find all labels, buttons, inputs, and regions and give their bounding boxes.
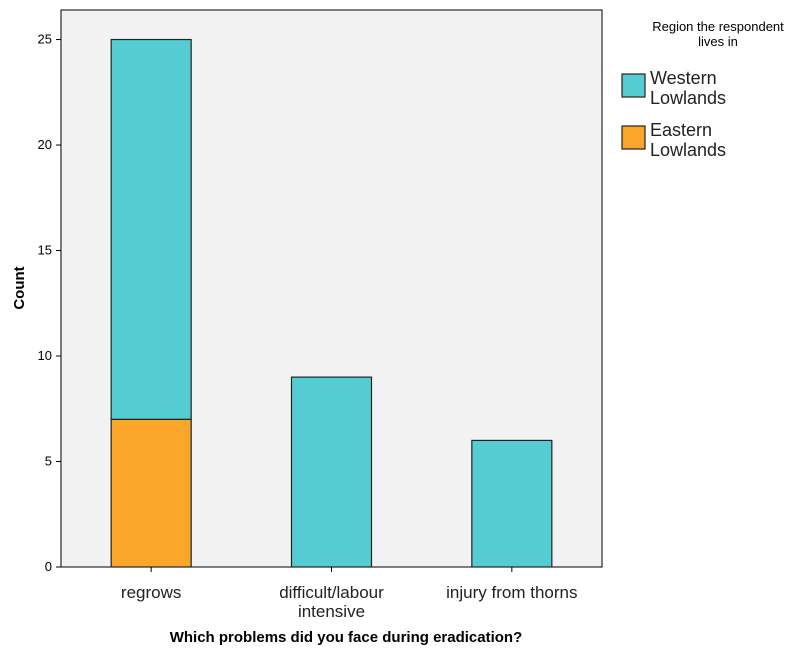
y-tick-label: 0: [45, 559, 52, 574]
x-tick-label: difficult/labour intensive: [279, 583, 384, 621]
legend-swatch: [621, 125, 646, 150]
y-axis: 0 5 10 15 20 25: [38, 32, 61, 574]
x-axis-title: Which problems did you face during eradi…: [170, 629, 523, 646]
legend-title: Region the respondent lives in: [652, 19, 784, 49]
bar-western-lowlands: [471, 439, 553, 568]
bar-eastern-lowlands: [110, 418, 192, 568]
x-tick-label: injury from thorns: [446, 583, 577, 602]
legend-label: Eastern Lowlands: [650, 120, 726, 160]
y-tick-label: 15: [38, 243, 52, 258]
y-axis-title: Count: [11, 266, 28, 309]
bar-western-lowlands: [110, 38, 192, 420]
y-tick-label: 20: [38, 137, 52, 152]
y-tick-label: 25: [38, 32, 52, 47]
bars-group: [110, 38, 553, 568]
y-tick-label: 10: [38, 348, 52, 363]
legend: Region the respondent lives in Western Lowl…: [621, 19, 784, 160]
bar-western-lowlands: [290, 376, 373, 568]
x-tick-label: regrows: [121, 583, 181, 602]
legend-label: Western Lowlands: [650, 68, 726, 108]
legend-swatch: [621, 73, 646, 98]
y-tick-label: 5: [45, 454, 52, 469]
x-axis: regrows difficult/labour intensive injury f…: [121, 567, 577, 621]
